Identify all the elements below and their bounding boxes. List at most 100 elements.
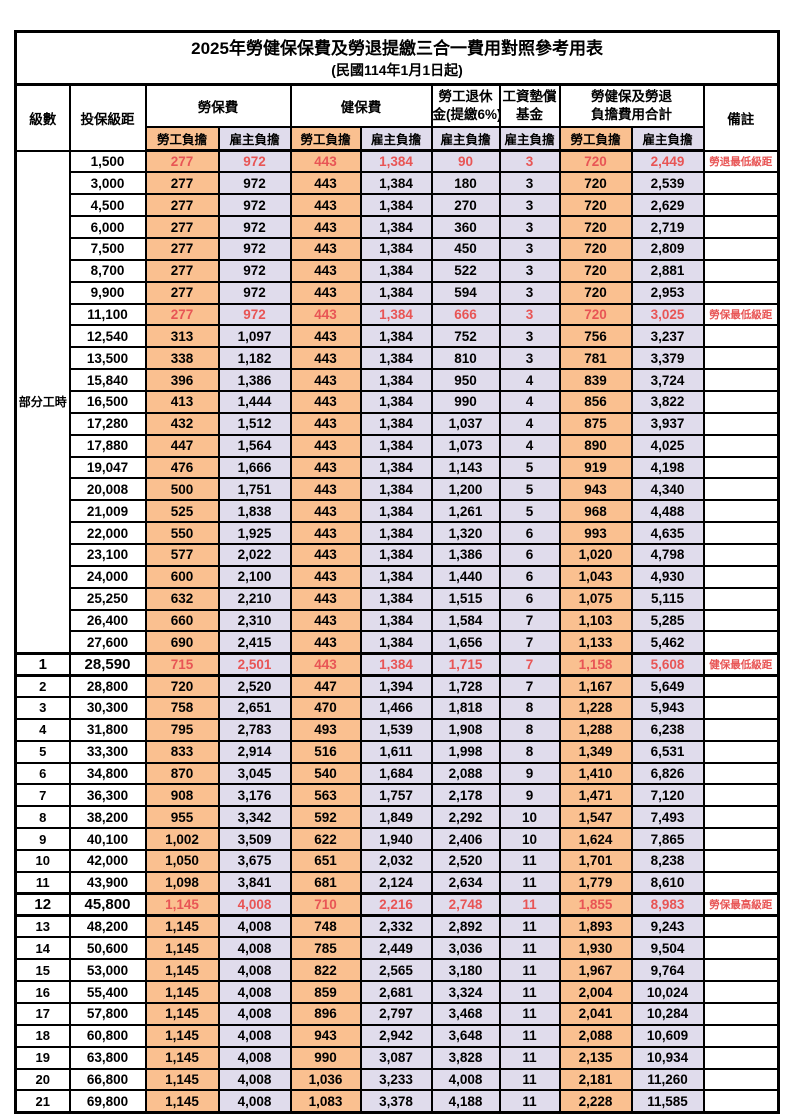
bracket-cell: 12,540 [68, 324, 147, 349]
table-row: 8 38,200 955 3,342 592 1,849 2,292 10 1,547 7,493 [14, 805, 780, 830]
cell-pension-employer: 1,440 [430, 564, 501, 589]
cell-labor-employer: 1,751 [217, 477, 292, 502]
remark-cell [702, 455, 780, 480]
cell-total-employee: 1,471 [558, 783, 633, 808]
cell-pension-employer: 1,073 [430, 433, 501, 458]
cell-labor-employer: 4,008 [217, 1089, 292, 1114]
cell-wage-fund-employer: 6 [498, 542, 561, 567]
cell-pension-employer: 2,748 [430, 892, 501, 918]
cell-pension-employer: 2,520 [430, 849, 501, 873]
cell-health-employer: 1,384 [359, 455, 433, 480]
title-cell: 2025年勞健保保費及勞退提繳三合一費用對照參考用表 (民國114年1月1日起) [14, 30, 780, 86]
cell-total-employee: 1,779 [558, 870, 633, 895]
cell-total-employer: 7,493 [630, 805, 705, 830]
cell-total-employer: 8,983 [630, 892, 705, 918]
cell-total-employee: 1,967 [558, 958, 633, 983]
bracket-cell: 7,500 [68, 236, 147, 261]
cell-pension-employer: 1,818 [430, 695, 501, 720]
remark-cell [702, 805, 780, 830]
table-row: 12,540 313 1,097 443 1,384 752 3 756 3,237 [16, 324, 780, 349]
cell-labor-employer: 2,651 [217, 695, 292, 720]
bracket-cell: 15,840 [68, 368, 147, 392]
cell-total-employer: 5,943 [630, 695, 705, 720]
table-row: 3 30,300 758 2,651 470 1,466 1,818 8 1,228 5,943 [14, 695, 780, 720]
remark-cell [702, 433, 780, 458]
cell-pension-employer: 1,515 [430, 586, 501, 611]
cell-pension-employer: 2,406 [430, 827, 501, 851]
cell-total-employee: 919 [558, 455, 633, 480]
cell-total-employer: 3,937 [630, 411, 705, 436]
cell-labor-employer: 2,501 [217, 651, 292, 677]
cell-health-employee: 443 [289, 302, 362, 327]
cell-wage-fund-employer: 4 [498, 411, 561, 436]
cell-health-employee: 493 [289, 717, 362, 742]
table-row: 5 33,300 833 2,914 516 1,611 1,998 8 1,349 6,531 [14, 739, 780, 764]
table-row: 17,880 447 1,564 443 1,384 1,073 4 890 4,025 [16, 433, 780, 458]
cell-health-employee: 443 [289, 608, 362, 633]
col-header-labor-insurance: 勞保費 [144, 83, 292, 128]
cell-health-employee: 443 [289, 521, 362, 545]
wage-fund-header-line1: 工資墊償 [502, 88, 557, 104]
cell-total-employer: 2,629 [630, 193, 705, 218]
bracket-cell: 50,600 [68, 936, 147, 961]
bracket-cell: 40,100 [68, 827, 147, 851]
cell-health-employee: 443 [289, 215, 362, 239]
cell-wage-fund-employer: 11 [498, 870, 561, 895]
cell-total-employer: 9,243 [630, 914, 705, 939]
remark-cell [702, 564, 780, 589]
cell-labor-employer: 3,176 [217, 783, 292, 808]
cell-wage-fund-employer: 11 [498, 914, 561, 939]
bracket-cell: 3,000 [68, 171, 147, 196]
level-cell: 8 [14, 805, 71, 830]
cell-health-employer: 1,611 [359, 739, 433, 764]
cell-labor-employer: 2,022 [217, 542, 292, 567]
cell-wage-fund-employer: 11 [498, 1045, 561, 1070]
table-row: 18 60,800 1,145 4,008 943 2,942 3,648 11 2,088 10… [14, 1023, 780, 1048]
remark-cell [702, 477, 780, 502]
bracket-cell: 27,600 [68, 630, 147, 655]
cell-health-employee: 822 [289, 958, 362, 983]
cell-labor-employer: 972 [217, 149, 292, 174]
cell-pension-employer: 990 [430, 389, 501, 414]
bracket-cell: 6,000 [68, 215, 147, 239]
cell-labor-employer: 972 [217, 302, 292, 327]
cell-health-employer: 1,384 [359, 389, 433, 414]
cell-total-employee: 943 [558, 477, 633, 502]
cell-total-employee: 2,228 [558, 1089, 633, 1114]
cell-wage-fund-employer: 3 [498, 236, 561, 261]
cell-labor-employee: 1,002 [144, 827, 220, 851]
table-row: 12 45,800 1,145 4,008 710 2,216 2,748 11 1,855 8,… [14, 892, 780, 918]
remark-cell [702, 215, 780, 239]
cell-health-employer: 1,384 [359, 215, 433, 239]
bracket-cell: 11,100 [68, 302, 147, 327]
cell-wage-fund-employer: 6 [498, 586, 561, 611]
cell-labor-employee: 870 [144, 761, 220, 786]
cell-wage-fund-employer: 3 [498, 324, 561, 349]
cell-health-employer: 1,384 [359, 149, 433, 174]
cell-labor-employee: 313 [144, 324, 220, 349]
remark-cell [702, 980, 780, 1005]
cell-labor-employee: 1,098 [144, 870, 220, 895]
cell-health-employee: 443 [289, 368, 362, 392]
cell-total-employee: 2,088 [558, 1023, 633, 1048]
level-cell: 16 [14, 980, 71, 1005]
remark-cell [702, 958, 780, 983]
cell-total-employee: 720 [558, 258, 633, 283]
table-row: 11 43,900 1,098 3,841 681 2,124 2,634 11 1,779 8,… [14, 870, 780, 895]
table-row: 13 48,200 1,145 4,008 748 2,332 2,892 11 1,893 9,… [14, 914, 780, 939]
cell-total-employee: 720 [558, 193, 633, 218]
table-row: 14 50,600 1,145 4,008 785 2,449 3,036 11 1,930 9,… [14, 936, 780, 961]
level-cell: 1 [14, 651, 71, 677]
page-title: 2025年勞健保保費及勞退提繳三合一費用對照參考用表 [191, 39, 603, 59]
remark-cell [702, 1067, 780, 1092]
remark-cell [702, 936, 780, 961]
cell-health-employer: 1,384 [359, 521, 433, 545]
level-cell: 9 [14, 827, 71, 851]
bracket-cell: 43,900 [68, 870, 147, 895]
cell-wage-fund-employer: 10 [498, 805, 561, 830]
cell-labor-employer: 3,045 [217, 761, 292, 786]
cell-wage-fund-employer: 3 [498, 302, 561, 327]
cell-total-employer: 9,764 [630, 958, 705, 983]
bracket-cell: 24,000 [68, 564, 147, 589]
